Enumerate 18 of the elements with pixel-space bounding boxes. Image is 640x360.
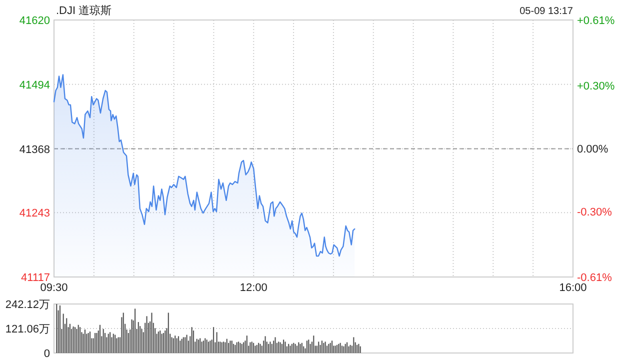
x-tick-label: 12:00 xyxy=(240,282,268,294)
y2-tick-label: +0.61% xyxy=(577,15,615,27)
x-tick-label: 09:30 xyxy=(40,282,68,294)
y-tick-label: 41117 xyxy=(21,272,50,284)
chart-title: .DJI 道琼斯 xyxy=(56,4,112,17)
x-tick-label: 16:00 xyxy=(559,282,587,294)
y-tick-label: 41368 xyxy=(19,144,50,156)
y-tick-label: 41494 xyxy=(19,79,50,92)
y-tick-label: 121.06万 xyxy=(5,324,50,336)
y-tick-label: 41620 xyxy=(19,15,50,27)
y-tick-label: 242.12万 xyxy=(5,299,50,311)
y2-tick-label: -0.30% xyxy=(577,206,612,219)
chart-subtitle: 05-09 13:17 xyxy=(520,6,574,17)
y-tick-label: 0 xyxy=(44,348,50,360)
y-tick-label: 41243 xyxy=(19,208,50,220)
y2-tick-label: 0.00% xyxy=(577,144,608,156)
y2-tick-label: +0.30% xyxy=(577,80,615,92)
y2-tick-label: -0.61% xyxy=(577,272,612,284)
